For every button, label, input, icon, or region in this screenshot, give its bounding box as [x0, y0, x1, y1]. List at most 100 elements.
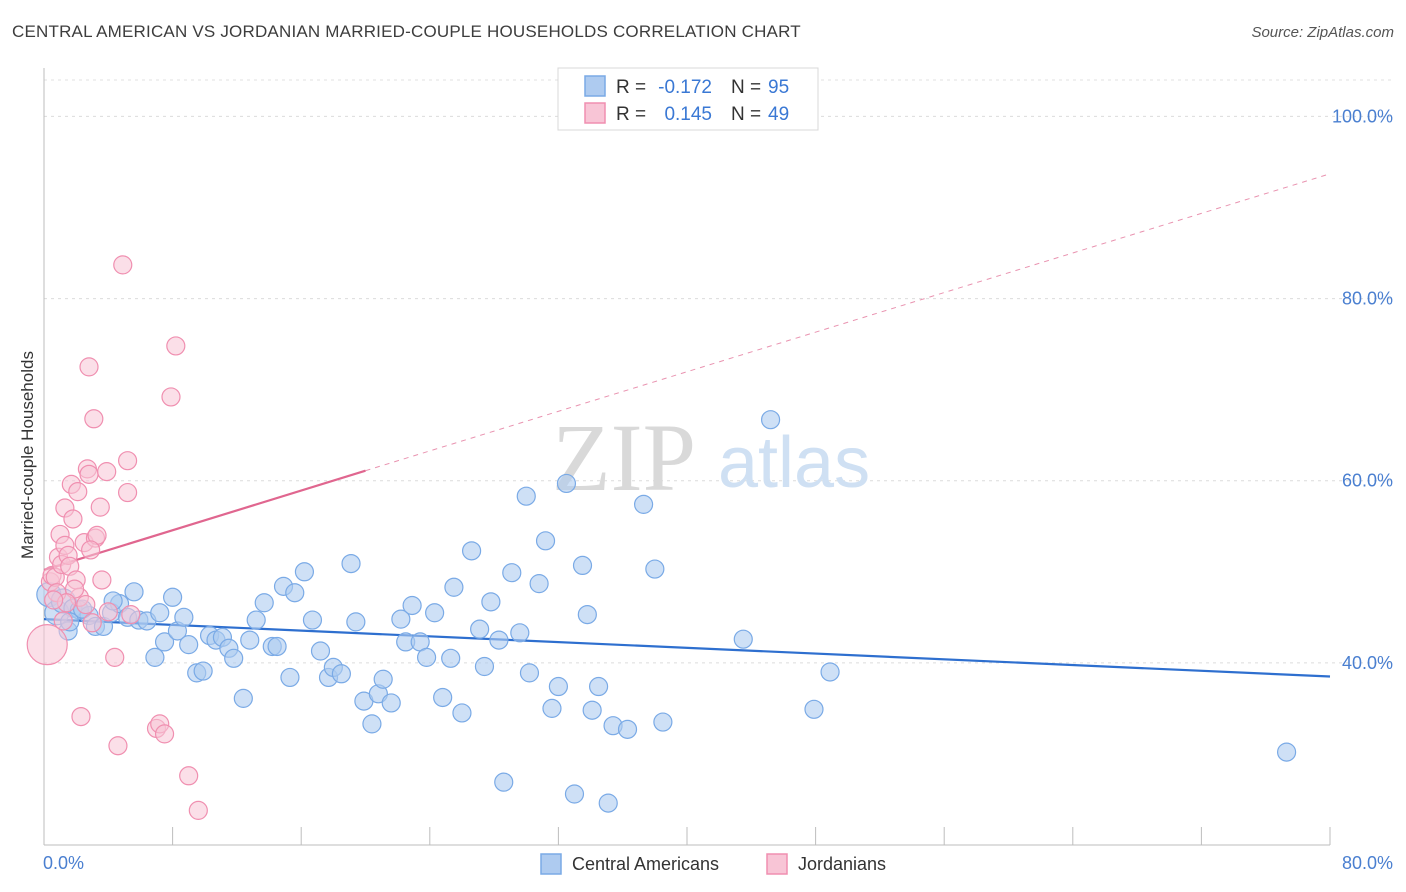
legend-n-label-jordan: N = — [731, 104, 761, 125]
point-central-79 — [582, 700, 602, 720]
point-central-29 — [233, 688, 253, 708]
point-central-37 — [285, 583, 305, 603]
point-jordan-48 — [81, 540, 101, 560]
point-central-39 — [302, 610, 323, 630]
y-tick-label-100: 100.0% — [1332, 106, 1393, 126]
point-jordan-24 — [90, 497, 110, 517]
y-tick-label-40: 40.0% — [1342, 653, 1393, 673]
point-jordan-37 — [161, 387, 181, 407]
point-central-91 — [1276, 742, 1297, 762]
legend-r-value-central: -0.172 — [658, 77, 712, 98]
point-jordan-14 — [68, 482, 88, 502]
point-central-51 — [391, 609, 411, 629]
point-central-62 — [470, 619, 490, 639]
point-central-65 — [489, 630, 509, 650]
point-central-23 — [193, 661, 213, 681]
point-jordan-46 — [82, 613, 102, 633]
point-jordan-36 — [154, 724, 175, 744]
point-central-53 — [402, 595, 422, 616]
point-central-57 — [433, 687, 453, 708]
legend-swatch-jordan — [584, 102, 606, 124]
point-jordan-26 — [97, 462, 117, 482]
top-legend: R = -0.172 N = 95 R = 0.145 N = 49 — [557, 67, 819, 131]
point-jordan-39 — [179, 766, 199, 786]
point-central-66 — [494, 772, 514, 792]
point-jordan-12 — [63, 509, 83, 529]
point-jordan-38 — [166, 336, 186, 356]
point-central-56 — [425, 603, 445, 623]
bottom-legend: Central Americans Jordanians — [540, 853, 886, 875]
y-axis-title: Married-couple Households — [18, 351, 37, 559]
point-central-78 — [577, 604, 597, 625]
trendline-jordanians-extension — [365, 173, 1331, 472]
chart-title: CENTRAL AMERICAN VS JORDANIAN MARRIED-CO… — [12, 22, 801, 41]
x-tick-label-min: 0.0% — [43, 853, 84, 873]
y-tick-labels: 40.0% 60.0% 80.0% 100.0% — [1332, 106, 1393, 672]
point-jordan-30 — [113, 255, 133, 275]
point-central-30 — [240, 630, 260, 650]
point-central-68 — [510, 623, 530, 643]
gridlines — [44, 79, 1392, 664]
point-central-44 — [341, 553, 361, 574]
point-central-28 — [224, 648, 244, 668]
point-jordan-20 — [79, 357, 99, 377]
point-central-76 — [564, 784, 585, 804]
legend-n-value-central: 95 — [768, 77, 789, 98]
point-central-20 — [174, 607, 194, 627]
point-jordan-27 — [98, 602, 118, 622]
point-central-17 — [154, 632, 175, 652]
point-central-87 — [733, 629, 753, 649]
point-central-45 — [346, 612, 366, 632]
point-central-43 — [331, 664, 351, 684]
point-central-40 — [310, 641, 331, 661]
point-jordan-17 — [76, 594, 96, 615]
point-central-63 — [474, 656, 495, 677]
point-central-36 — [280, 667, 300, 688]
bottom-legend-swatch-jordan — [766, 853, 788, 875]
point-central-85 — [645, 559, 665, 579]
point-central-47 — [362, 714, 382, 734]
legend-n-value-jordan: 49 — [768, 104, 789, 125]
point-central-83 — [617, 719, 638, 739]
point-central-34 — [267, 636, 287, 657]
legend-r-label-jordan: R = — [616, 104, 646, 125]
y-tick-label-60: 60.0% — [1342, 471, 1393, 491]
bottom-legend-label-jordan: Jordanians — [798, 854, 886, 874]
point-central-61 — [461, 541, 482, 561]
legend-swatch-central — [584, 75, 606, 97]
point-jordan-40 — [188, 800, 208, 820]
point-central-50 — [381, 693, 401, 713]
point-jordan-25 — [92, 570, 112, 590]
jordanians-points — [26, 255, 208, 820]
point-jordan-33 — [121, 604, 141, 625]
point-central-88 — [760, 410, 781, 430]
point-central-90 — [820, 662, 840, 682]
point-central-80 — [588, 676, 609, 697]
y-tick-label-80: 80.0% — [1342, 289, 1393, 309]
point-central-74 — [548, 676, 569, 697]
point-central-89 — [804, 699, 824, 719]
point-central-49 — [373, 669, 393, 689]
point-central-60 — [452, 703, 472, 723]
point-jordan-45 — [53, 611, 73, 631]
point-central-31 — [246, 610, 266, 630]
point-central-77 — [572, 555, 593, 576]
point-jordan-0 — [26, 624, 68, 666]
source-label: Source: ZipAtlas.com — [1251, 24, 1394, 41]
point-central-15 — [145, 647, 165, 667]
point-central-58 — [441, 648, 461, 668]
x-tick-label-max: 80.0% — [1342, 853, 1393, 873]
point-central-59 — [444, 577, 464, 597]
point-central-67 — [502, 563, 522, 583]
point-jordan-47 — [44, 590, 64, 610]
watermark-zip: ZIP — [552, 404, 696, 511]
point-jordan-28 — [105, 647, 125, 667]
point-central-38 — [294, 562, 315, 582]
point-central-69 — [516, 486, 536, 506]
point-central-81 — [598, 793, 618, 813]
point-jordan-21 — [84, 409, 104, 429]
legend-r-label-central: R = — [616, 77, 646, 98]
bottom-legend-swatch-central — [540, 853, 562, 875]
legend-n-label-central: N = — [731, 77, 761, 98]
